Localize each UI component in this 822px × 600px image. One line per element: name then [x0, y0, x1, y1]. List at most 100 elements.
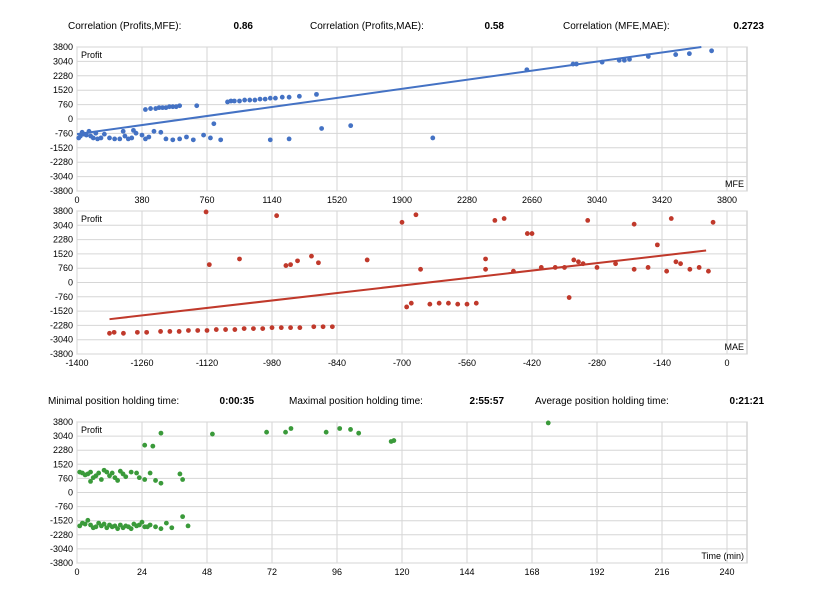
mfe-data-point: [267, 137, 273, 143]
mfe-data-point: [120, 128, 126, 134]
mfe-data-point: [709, 48, 715, 54]
mae-data-point: [664, 268, 670, 274]
time-data-point: [88, 469, 93, 475]
mae-x-tick-label: -840: [328, 358, 346, 368]
time-data-point: [101, 521, 107, 527]
mfe-y-axis-label: Profit: [81, 50, 103, 60]
mae-data-point: [329, 324, 335, 330]
time-data-point: [142, 442, 148, 448]
mfe-data-point: [158, 129, 164, 135]
time-data-point: [142, 477, 148, 482]
mae-data-point: [144, 329, 150, 335]
mfe-data-point: [621, 57, 627, 63]
mae-data-point: [413, 212, 419, 218]
mfe-data-point: [686, 51, 692, 57]
mae-data-point: [203, 209, 209, 215]
time-data-point: [210, 431, 215, 437]
mfe-data-point: [184, 134, 189, 140]
mfe-data-point: [129, 135, 135, 141]
mfe-y-tick-label: -3800: [50, 186, 73, 196]
mfe-data-point: [122, 133, 128, 139]
mfe-data-point: [156, 105, 162, 111]
mfe-y-tick-label: -2280: [50, 157, 73, 167]
mae-data-point: [158, 329, 163, 334]
mfe-y-tick-label: 760: [58, 100, 73, 110]
mfe-data-point: [163, 136, 169, 142]
mfe-x-tick-label: 2660: [522, 195, 542, 205]
mae-y-tick-label: -3040: [50, 335, 73, 345]
mae-data-point: [278, 325, 284, 331]
mfe-x-tick-label: 3040: [587, 195, 607, 205]
mae-x-tick-label: -560: [458, 358, 476, 368]
mfe-data-point: [170, 104, 176, 110]
time-data-point: [180, 514, 186, 520]
time-y-tick-label: 3040: [53, 431, 73, 441]
mfe-data-point: [296, 93, 302, 99]
mfe-x-tick-label: 3420: [652, 195, 672, 205]
mae-x-tick-label: -420: [523, 358, 541, 368]
mfe-y-tick-label: 0: [68, 114, 73, 124]
mae-data-point: [288, 325, 293, 331]
mfe-x-tick-label: 1520: [327, 195, 347, 205]
mfe-x-tick-label: 380: [134, 195, 149, 205]
time-data-point: [153, 524, 158, 530]
mae-data-point: [309, 253, 314, 259]
mfe-data-point: [348, 123, 354, 129]
time-data-point: [356, 430, 362, 436]
mae-data-point: [576, 259, 581, 265]
mfe-chart: 38003040228015207600-760-1520-2280-3040-…: [50, 42, 748, 205]
corr-profits-mae-value: 0.58: [484, 21, 504, 32]
mfe-data-point: [599, 59, 605, 65]
time-data-point: [134, 470, 139, 476]
mae-data-point: [511, 268, 516, 274]
time-y-tick-label: 760: [58, 473, 73, 483]
time-data-point: [150, 443, 156, 449]
mfe-data-point: [98, 135, 104, 141]
mae-y-tick-label: 3040: [53, 220, 73, 230]
time-x-tick-label: 48: [202, 567, 212, 577]
mfe-data-point: [84, 132, 89, 138]
mae-data-point: [288, 262, 293, 268]
time-y-tick-label: 2280: [53, 445, 73, 455]
mae-data-point: [107, 330, 112, 336]
time-data-point: [104, 469, 110, 475]
mae-data-point: [571, 257, 577, 263]
mfe-data-point: [218, 137, 224, 143]
mfe-data-point: [112, 136, 118, 142]
mfe-data-point: [286, 136, 292, 142]
time-data-point: [185, 523, 191, 529]
mfe-data-point: [201, 132, 206, 138]
mfe-data-point: [194, 103, 200, 109]
mfe-x-tick-label: 0: [74, 195, 79, 205]
mae-data-point: [678, 261, 683, 267]
time-data-point: [128, 469, 134, 475]
mae-data-point: [399, 219, 405, 225]
mae-data-point: [492, 218, 498, 223]
mae-data-point: [204, 328, 210, 333]
mae-data-point: [186, 328, 191, 333]
mfe-y-tick-label: -760: [55, 128, 73, 138]
time-y-tick-label: -760: [55, 502, 73, 512]
mfe-y-tick-label: -3040: [50, 172, 73, 182]
mae-data-point: [297, 325, 303, 331]
time-data-point: [337, 426, 343, 431]
time-data-point: [128, 526, 134, 532]
mfe-data-point: [166, 104, 172, 110]
mae-data-point: [269, 325, 275, 331]
mfe-data-point: [247, 97, 253, 103]
time-x-tick-label: 96: [332, 567, 342, 577]
corr-mfe-mae-label: Correlation (MFE,MAE):: [563, 21, 670, 32]
mae-data-point: [320, 324, 326, 330]
time-data-point: [96, 470, 102, 476]
mae-y-axis-label: Profit: [81, 214, 103, 224]
mae-x-tick-label: 0: [724, 358, 729, 368]
mfe-data-point: [319, 126, 325, 131]
mae-data-point: [237, 256, 242, 262]
time-y-axis-label: Profit: [81, 425, 103, 435]
mae-data-point: [483, 266, 488, 272]
mae-data-point: [464, 301, 470, 307]
time-data-point: [348, 427, 353, 432]
mae-data-point: [673, 259, 679, 265]
time-y-tick-label: 1520: [53, 459, 73, 469]
time-x-tick-label: 240: [719, 567, 734, 577]
